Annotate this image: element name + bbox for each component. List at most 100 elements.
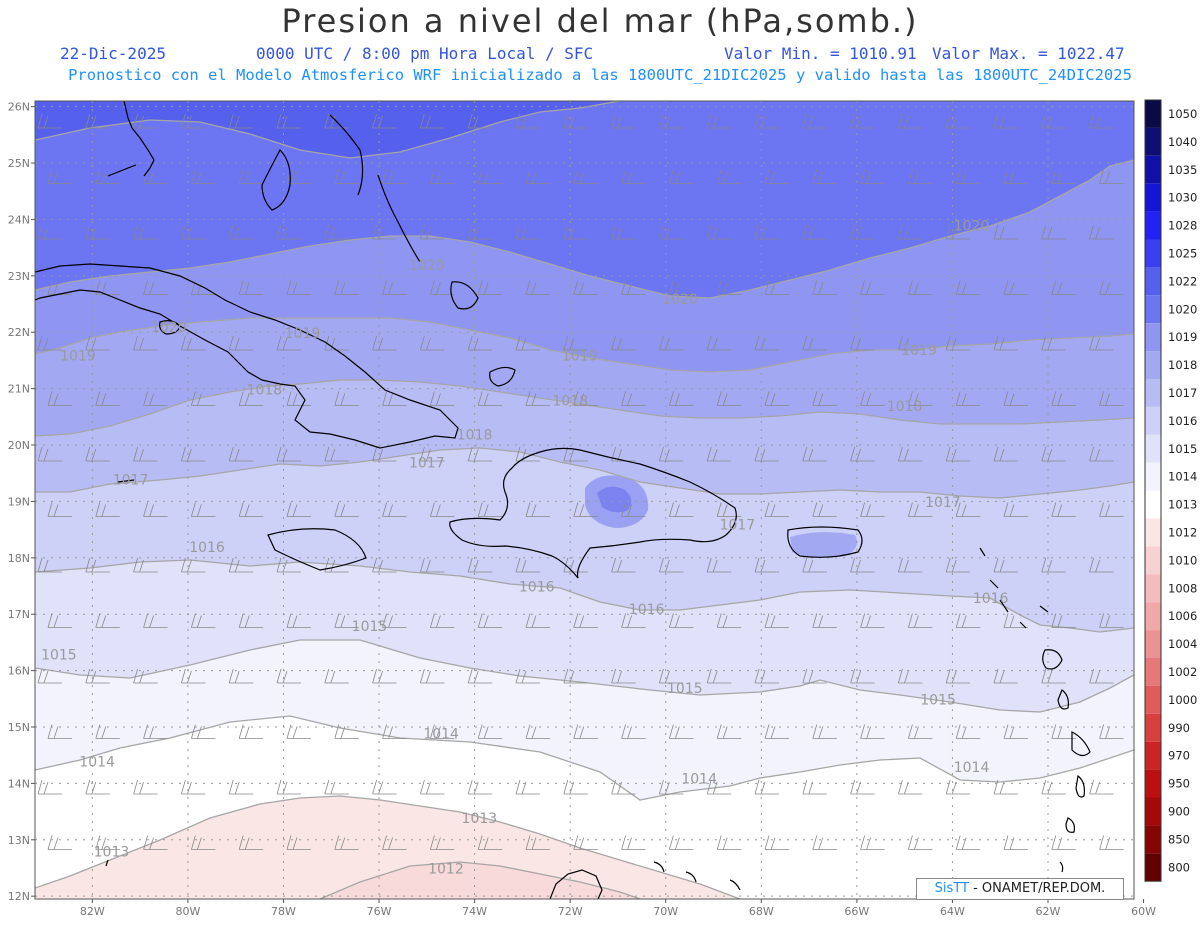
- wind-barb: [515, 113, 540, 129]
- colorbar-label: 1019: [1168, 330, 1197, 344]
- colorbar-swatch: [1145, 546, 1161, 575]
- credit-text: - ONAMET/REP.DOM.: [968, 881, 1106, 896]
- colorbar-swatch: [1145, 379, 1161, 407]
- colorbar-swatch: [1145, 211, 1161, 240]
- colorbar-label: 1000: [1168, 693, 1197, 707]
- wind-barb: [898, 113, 923, 129]
- wind-barb: [467, 335, 493, 351]
- wind-barb: [191, 391, 216, 406]
- colorbar-label: 1015: [1168, 442, 1197, 456]
- wind-barb: [1089, 779, 1114, 795]
- wind-barb: [945, 668, 971, 684]
- wind-barb: [802, 224, 827, 240]
- lon-label: 60W: [1131, 905, 1156, 918]
- wind-barb: [850, 224, 875, 240]
- wind-barb: [1041, 668, 1066, 684]
- wind-barb: [850, 668, 875, 684]
- time-label: 0000 UTC / 8:00 pm Hora Local / SFC: [256, 44, 594, 63]
- wind-barb: [706, 446, 732, 462]
- wind-barb: [764, 724, 789, 739]
- colorbar-swatch: [1145, 351, 1161, 379]
- wind-barb: [621, 280, 646, 295]
- wind-barb: [1051, 169, 1076, 184]
- wind-barb: [133, 113, 158, 129]
- wind-barb: [286, 280, 311, 295]
- wind-barb: [372, 224, 397, 240]
- wind-barb: [143, 724, 168, 739]
- wind-barb: [85, 557, 110, 573]
- wind-barb: [1003, 724, 1028, 739]
- coast-aruba-curacao: [653, 861, 741, 891]
- wind-barb: [1099, 391, 1124, 406]
- wind-barb: [611, 113, 636, 129]
- wind-barb: [659, 113, 684, 129]
- colorbar-swatch: [1145, 518, 1161, 547]
- isobar-label: 1020: [151, 320, 187, 336]
- wind-barb: [573, 613, 598, 628]
- isobar-label: 1016: [629, 602, 665, 618]
- wind-barb: [430, 724, 455, 739]
- wind-barb: [47, 169, 72, 184]
- wind-barb: [908, 391, 933, 406]
- wind-barb: [324, 446, 349, 462]
- wind-barb: [525, 835, 550, 850]
- wind-barb: [181, 557, 206, 573]
- colorbar-swatch: [1145, 769, 1161, 798]
- wind-barb: [659, 779, 684, 795]
- wind-barb: [181, 668, 206, 684]
- lat-label: 15N: [8, 721, 30, 734]
- wind-barb: [95, 391, 120, 406]
- isobar-label: 1020: [409, 258, 445, 274]
- wind-barb: [143, 280, 168, 295]
- isobar-1012: [319, 861, 641, 899]
- isobar-label: 1014: [954, 760, 990, 776]
- wind-barb: [525, 613, 550, 628]
- credit-brand: SisTT: [934, 881, 969, 896]
- colorbar-label: 970: [1168, 749, 1190, 763]
- wind-barb: [1051, 280, 1076, 295]
- coast-cayman: [105, 479, 135, 867]
- wind-barb: [238, 391, 264, 406]
- band-1012: [35, 796, 740, 899]
- wind-barb: [659, 335, 684, 351]
- wind-barb: [802, 446, 827, 462]
- wind-barb: [95, 502, 120, 517]
- wind-barb: [477, 280, 503, 295]
- colorbar-label: 1017: [1168, 386, 1197, 400]
- colorbar-label: 1016: [1168, 414, 1197, 428]
- wind-barb: [334, 280, 359, 295]
- wind-barb: [860, 835, 885, 850]
- wind-barb: [754, 335, 779, 351]
- wind-barb: [276, 335, 301, 351]
- wind-barb: [143, 391, 168, 406]
- colorbar-swatch: [1145, 658, 1161, 686]
- wind-barb: [525, 391, 550, 406]
- wind-barb: [898, 224, 923, 240]
- wind-barb: [706, 113, 732, 129]
- wind-barb: [659, 224, 684, 240]
- wind-barb: [467, 557, 493, 573]
- wind-barb: [802, 668, 827, 684]
- coast-venezuela: [549, 869, 603, 899]
- wind-barb: [382, 835, 407, 850]
- wind-barb: [47, 613, 72, 628]
- colorbar-label: 1010: [1168, 553, 1197, 567]
- wind-barb: [908, 502, 933, 517]
- coast-jamaica: [267, 528, 367, 571]
- wind-barb: [228, 335, 254, 351]
- colorbar-swatch: [1145, 434, 1161, 463]
- wind-barb: [133, 446, 158, 462]
- isobar-label: 1020: [954, 219, 990, 235]
- lat-label: 17N: [8, 608, 30, 621]
- wind-barb: [706, 335, 732, 351]
- wind-barb: [1099, 502, 1124, 517]
- colorbar-label: 1020: [1168, 302, 1197, 316]
- wind-barb: [611, 224, 636, 240]
- wind-barb: [611, 668, 636, 684]
- wind-barb: [228, 113, 254, 129]
- wind-barb: [47, 502, 72, 517]
- wind-barb: [286, 724, 311, 739]
- wind-barb: [573, 391, 598, 406]
- wind-barb: [563, 113, 588, 129]
- wind-barb: [525, 724, 550, 739]
